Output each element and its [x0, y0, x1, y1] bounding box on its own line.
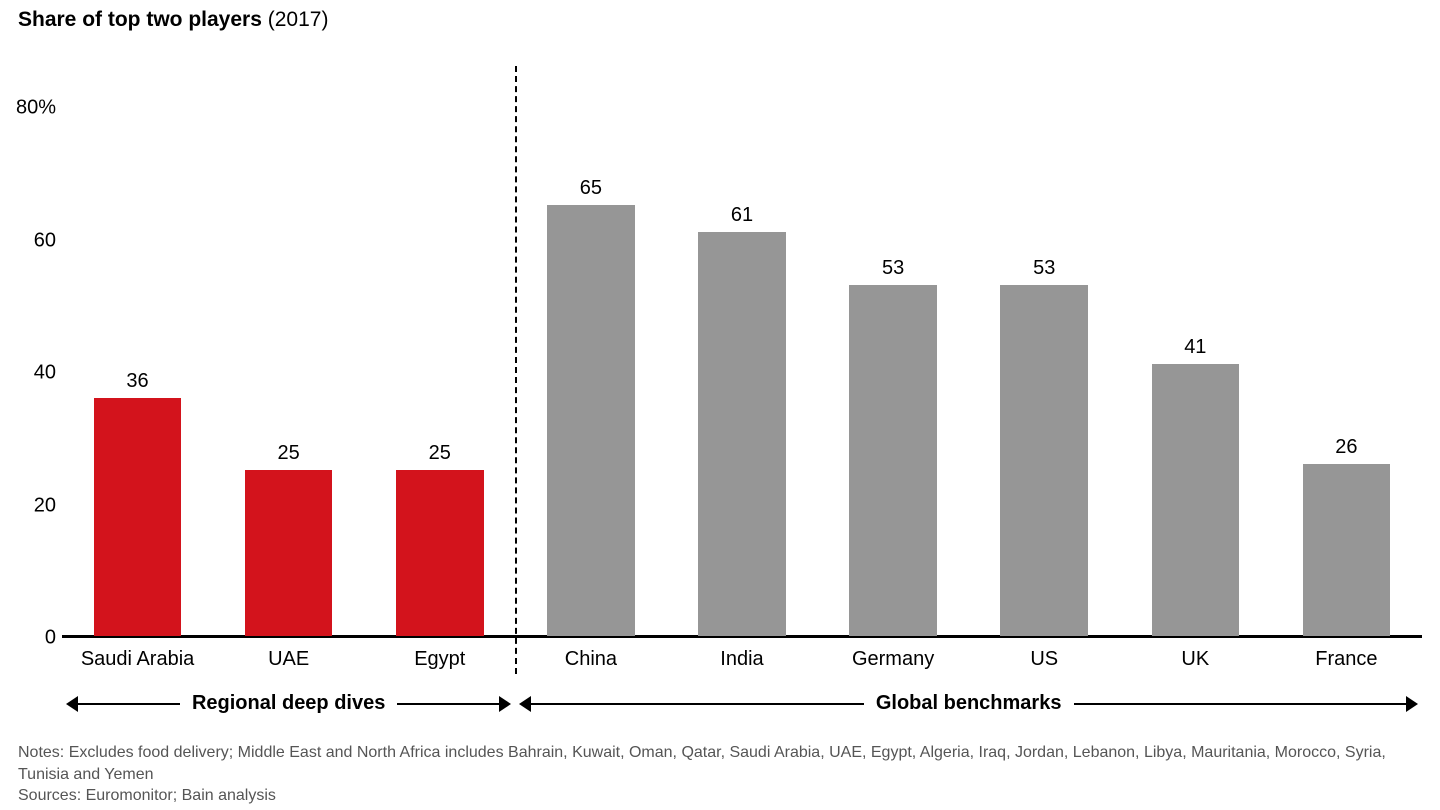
- y-tick-label: 80%: [14, 97, 56, 120]
- y-tick-label: 0: [14, 627, 56, 650]
- x-tick-label: UAE: [213, 648, 364, 671]
- y-tick-label: 20: [14, 494, 56, 517]
- bar: 25: [245, 470, 333, 636]
- x-tick-label: UK: [1120, 648, 1271, 671]
- bar: 26: [1303, 464, 1391, 636]
- bar-value-label: 53: [849, 257, 937, 280]
- bar-value-label: 65: [547, 177, 635, 200]
- bar: 61: [698, 232, 786, 636]
- group-arrow-line: [1074, 703, 1416, 705]
- x-tick-label: Egypt: [364, 648, 515, 671]
- bar-value-label: 25: [245, 442, 333, 465]
- group-arrow-line: [397, 703, 509, 705]
- bar: 53: [1000, 285, 1088, 636]
- bar-value-label: 25: [396, 442, 484, 465]
- bar-value-label: 36: [94, 370, 182, 393]
- x-tick-label: India: [666, 648, 817, 671]
- bar: 25: [396, 470, 484, 636]
- chart-title-year: (2017): [268, 8, 329, 31]
- chart-notes: Notes: Excludes food delivery; Middle Ea…: [18, 742, 1420, 807]
- notes-line-1: Notes: Excludes food delivery; Middle Ea…: [18, 742, 1420, 785]
- chart-title-main: Share of top two players: [18, 8, 262, 31]
- x-tick-label: Saudi Arabia: [62, 648, 213, 671]
- y-tick-label: 60: [14, 229, 56, 252]
- chart-container: Share of top two players (2017) 02040608…: [0, 0, 1440, 810]
- y-tick-label: 40: [14, 362, 56, 385]
- notes-line-2: Sources: Euromonitor; Bain analysis: [18, 785, 1420, 807]
- plot-area: 020406080%36Saudi Arabia25UAE25Egypt65Ch…: [62, 108, 1422, 638]
- chart-title: Share of top two players (2017): [18, 8, 328, 32]
- x-tick-label: Germany: [818, 648, 969, 671]
- bar: 65: [547, 205, 635, 636]
- group-divider-line: [515, 66, 517, 674]
- group-arrow-line: [68, 703, 180, 705]
- x-tick-label: US: [969, 648, 1120, 671]
- bar: 41: [1152, 364, 1240, 636]
- arrowhead-right-icon: [499, 696, 511, 712]
- bar-value-label: 41: [1152, 336, 1240, 359]
- x-tick-label: China: [515, 648, 666, 671]
- arrowhead-right-icon: [1406, 696, 1418, 712]
- arrowhead-left-icon: [66, 696, 78, 712]
- bar-value-label: 26: [1303, 436, 1391, 459]
- bar: 53: [849, 285, 937, 636]
- group-label: Regional deep dives: [192, 692, 385, 715]
- x-tick-label: France: [1271, 648, 1422, 671]
- group-label: Global benchmarks: [876, 692, 1062, 715]
- bar: 36: [94, 398, 182, 637]
- bar-value-label: 53: [1000, 257, 1088, 280]
- group-arrow-line: [521, 703, 863, 705]
- group-labels-row: Regional deep dives Global benchmarks: [62, 690, 1422, 720]
- arrowhead-left-icon: [519, 696, 531, 712]
- bar-value-label: 61: [698, 204, 786, 227]
